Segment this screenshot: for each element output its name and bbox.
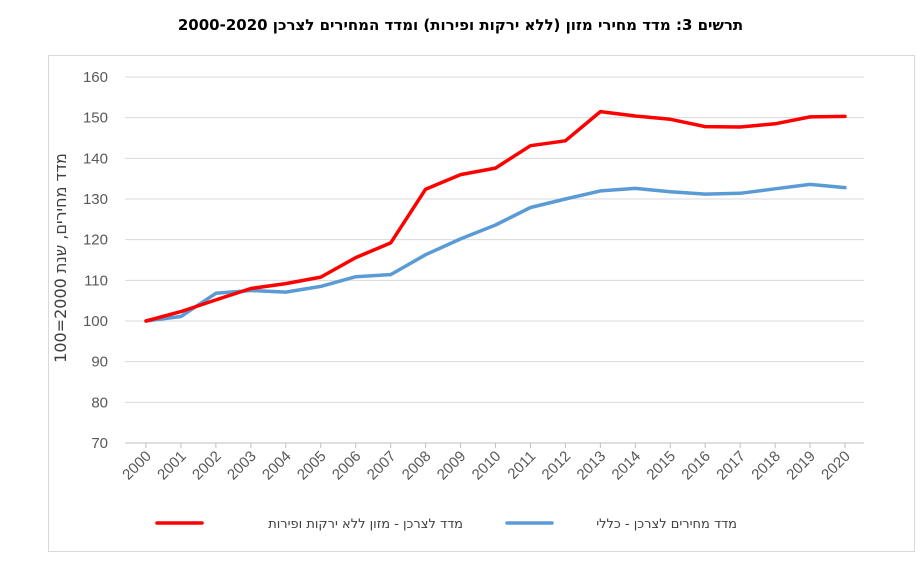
y-tick-label: 80 bbox=[91, 394, 108, 411]
chart-frame bbox=[48, 55, 915, 552]
legend-label: מדד לצרכן - מזון ללא ירקות ופירות bbox=[268, 517, 463, 532]
x-tick-label: 2010 bbox=[469, 448, 505, 484]
y-tick-label: 130 bbox=[83, 191, 108, 208]
x-tick-label: 2013 bbox=[574, 448, 610, 484]
y-tick-label: 160 bbox=[83, 69, 108, 86]
x-tick-label: 2001 bbox=[154, 448, 190, 484]
x-tick-label: 2014 bbox=[609, 448, 645, 484]
chart-title: תרשים 3: מדד מחירי מזון (ללא ירקות ופירו… bbox=[177, 16, 744, 34]
x-tick-label: 2018 bbox=[748, 448, 784, 484]
series-lines bbox=[144, 109, 847, 323]
x-tick-label: 2003 bbox=[224, 448, 260, 484]
x-tick-label: 2011 bbox=[504, 448, 539, 483]
x-tick-label: 2020 bbox=[818, 448, 854, 484]
x-tick-label: 2017 bbox=[713, 448, 749, 484]
y-tick-label: 110 bbox=[84, 272, 108, 289]
x-tick-label: 2016 bbox=[678, 448, 714, 484]
y-tick-label: 90 bbox=[91, 354, 108, 371]
x-tick-label: 2007 bbox=[364, 448, 400, 484]
x-tick-label: 2005 bbox=[294, 448, 330, 484]
legend: מדד לצרכן - מזון ללא ירקות ופירות מדד מחי… bbox=[155, 517, 737, 532]
x-tick-label: 2012 bbox=[539, 448, 575, 484]
x-tick-label: 2019 bbox=[783, 448, 819, 484]
y-tick-label: 140 bbox=[83, 150, 108, 167]
x-axis-ticks: 2000 2001 2002 2003 2004 2005 2006 2007 2008 2009… bbox=[119, 443, 854, 483]
y-axis-ticks: 70 80 90 100 110 120 130 140 150 160 bbox=[83, 69, 108, 452]
gridlines bbox=[125, 76, 864, 444]
y-tick-label: 120 bbox=[83, 232, 108, 249]
y-tick-label: 70 bbox=[91, 435, 108, 452]
x-tick-label: 2000 bbox=[119, 448, 155, 484]
x-tick-label: 2009 bbox=[434, 448, 470, 484]
y-tick-label: 100 bbox=[83, 313, 108, 330]
x-tick-label: 2008 bbox=[399, 448, 435, 484]
y-axis-label: מדד מחירים, שנת 2000=100 bbox=[51, 153, 70, 363]
x-tick-label: 2004 bbox=[259, 448, 295, 484]
x-tick-label: 2006 bbox=[329, 448, 365, 484]
series-line bbox=[144, 182, 847, 323]
y-tick-label: 150 bbox=[83, 110, 108, 127]
x-tick-label: 2002 bbox=[189, 448, 225, 484]
x-tick-label: 2015 bbox=[643, 448, 679, 484]
series-line bbox=[144, 109, 847, 323]
legend-label: מדד מחירים לצרכן - כללי bbox=[596, 517, 737, 532]
